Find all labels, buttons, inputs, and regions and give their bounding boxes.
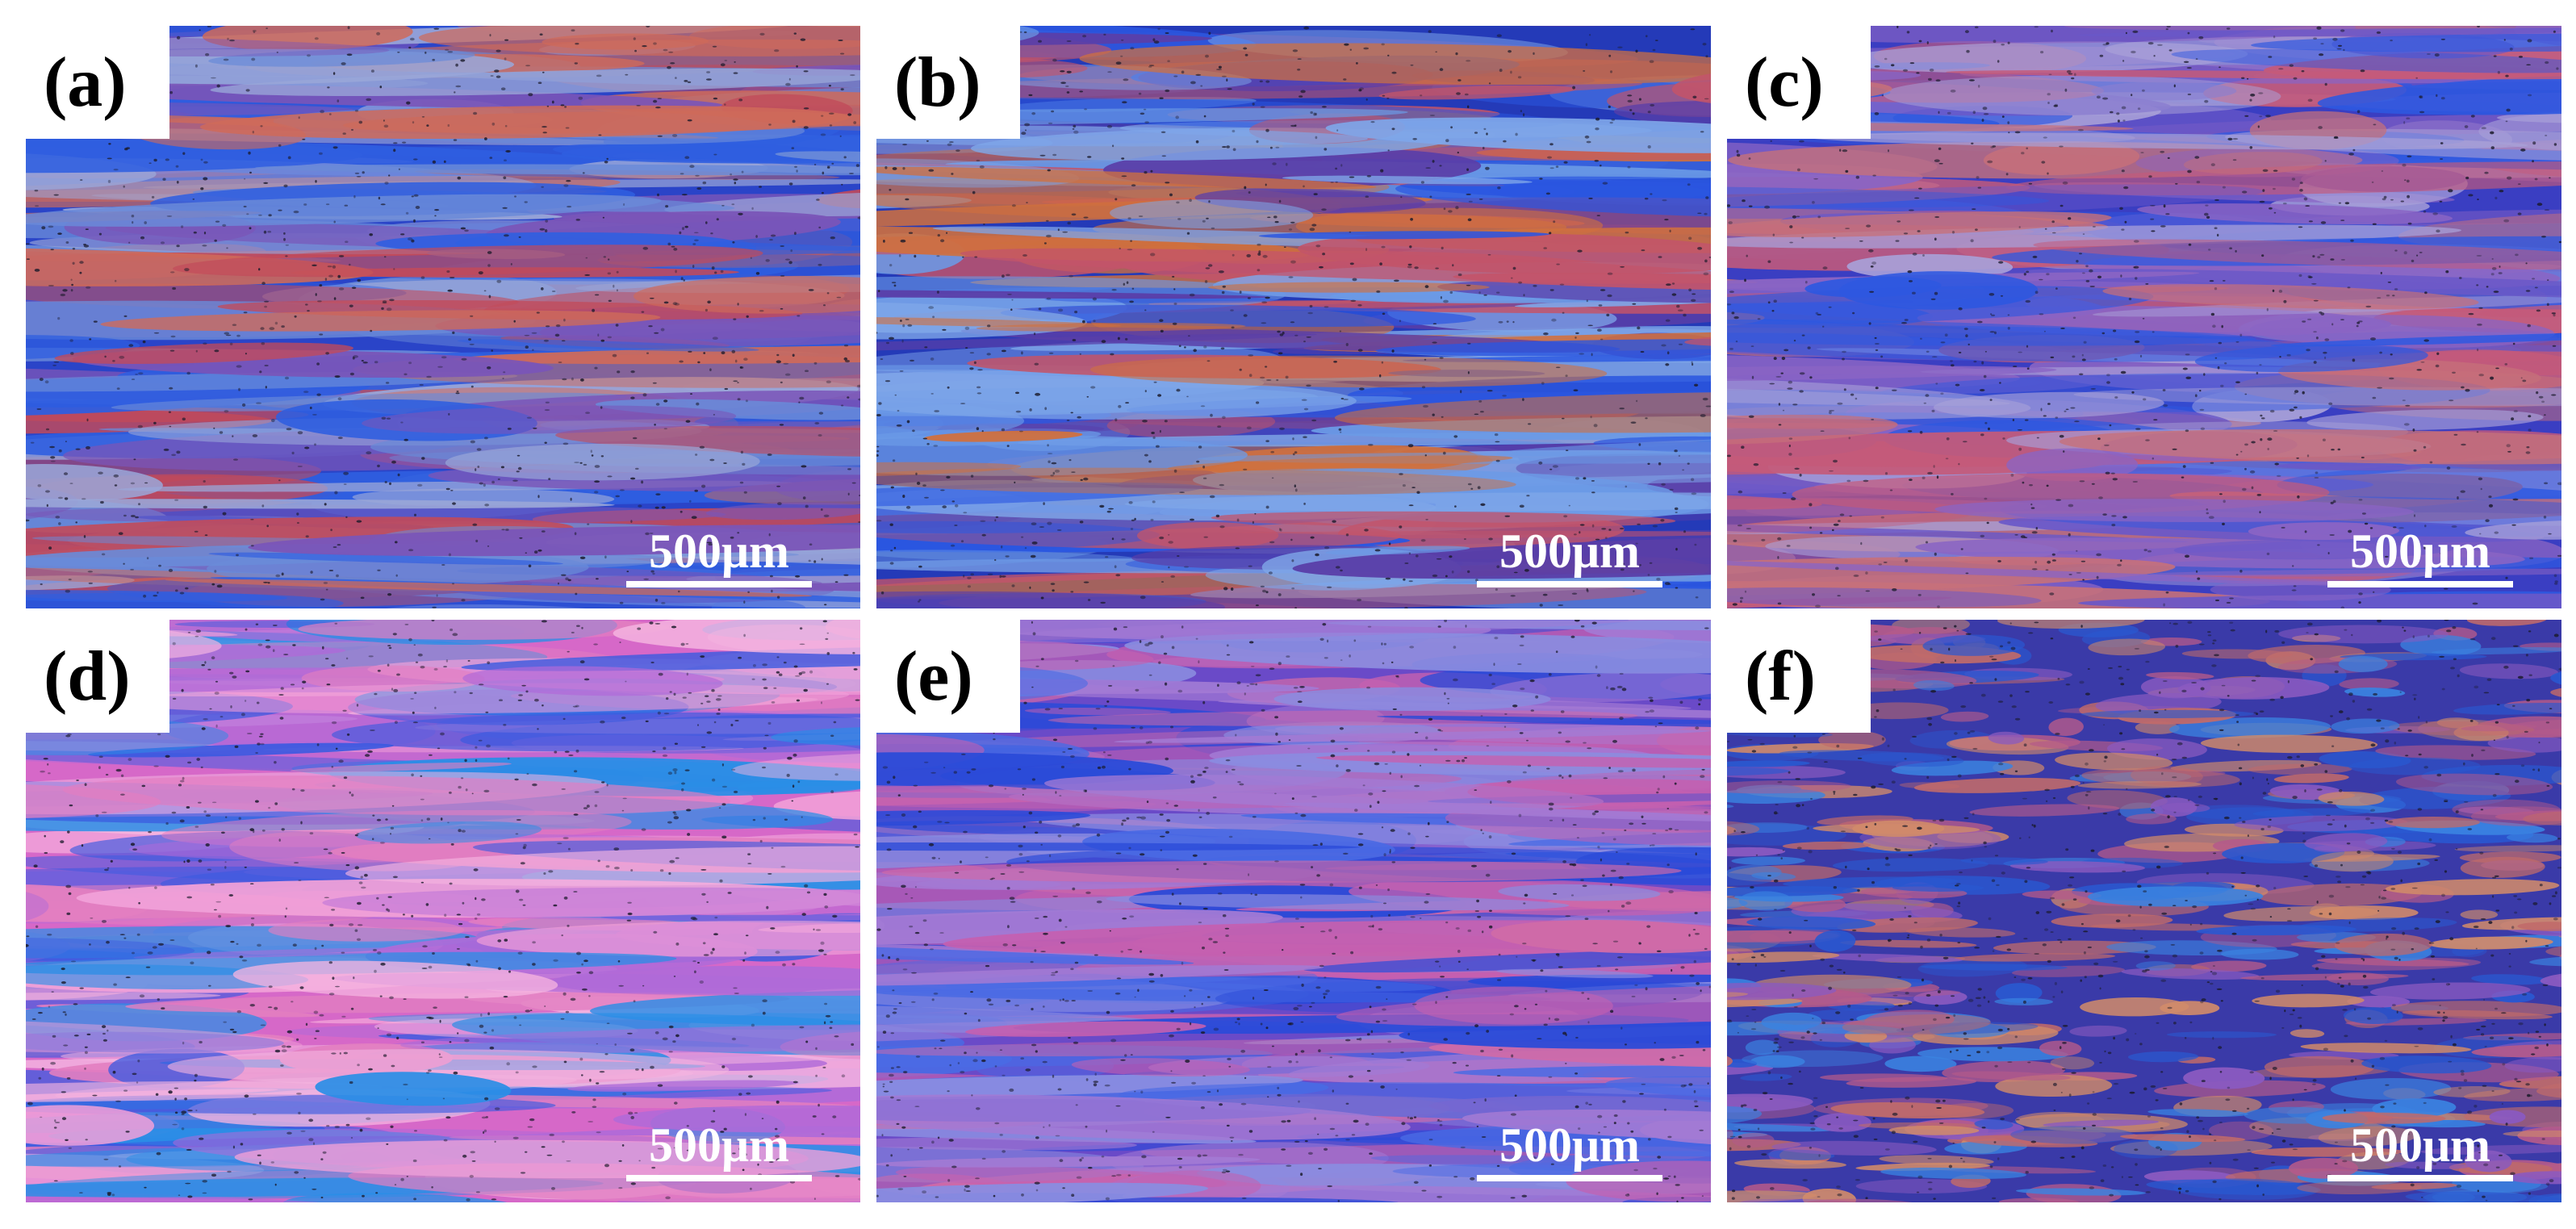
panel-label: (c): [1727, 26, 1871, 139]
scale-bar-text: 500μm: [649, 1118, 789, 1172]
panel-label: (a): [26, 26, 169, 139]
micrograph-panel-d: (d) 500μm: [26, 620, 860, 1202]
scale-bar: 500μm: [2327, 526, 2513, 587]
scale-bar-text: 500μm: [649, 525, 789, 578]
scale-bar: 500μm: [626, 526, 812, 587]
scale-bar: 500μm: [1477, 526, 1662, 587]
micrograph-image: [876, 26, 1711, 608]
scale-bar-line: [1477, 1175, 1662, 1181]
scale-bar: 500μm: [1477, 1120, 1662, 1181]
panel-label: (d): [26, 620, 169, 733]
scale-bar-line: [1477, 581, 1662, 587]
scale-bar-line: [2327, 1175, 2513, 1181]
scale-bar-text: 500μm: [1499, 1118, 1640, 1172]
micrograph-panel-c: (c) 500μm: [1727, 26, 2561, 608]
scale-bar-text: 500μm: [2350, 1118, 2490, 1172]
scale-bar-line: [626, 1175, 812, 1181]
scale-bar-line: [2327, 581, 2513, 587]
micrograph-image: [1727, 620, 2561, 1202]
scale-bar-line: [626, 581, 812, 587]
scale-bar: 500μm: [2327, 1120, 2513, 1181]
scale-bar-text: 500μm: [1499, 525, 1640, 578]
micrograph-panel-e: (e) 500μm: [876, 620, 1711, 1202]
micrograph-panel-b: (b) 500μm: [876, 26, 1711, 608]
panel-label: (b): [876, 26, 1020, 139]
scale-bar: 500μm: [626, 1120, 812, 1181]
panel-label: (f): [1727, 620, 1871, 733]
micrograph-panel-f: (f) 500μm: [1727, 620, 2561, 1202]
micrograph-panel-a: (a) 500μm: [26, 26, 860, 608]
panel-label: (e): [876, 620, 1020, 733]
scale-bar-text: 500μm: [2350, 525, 2490, 578]
